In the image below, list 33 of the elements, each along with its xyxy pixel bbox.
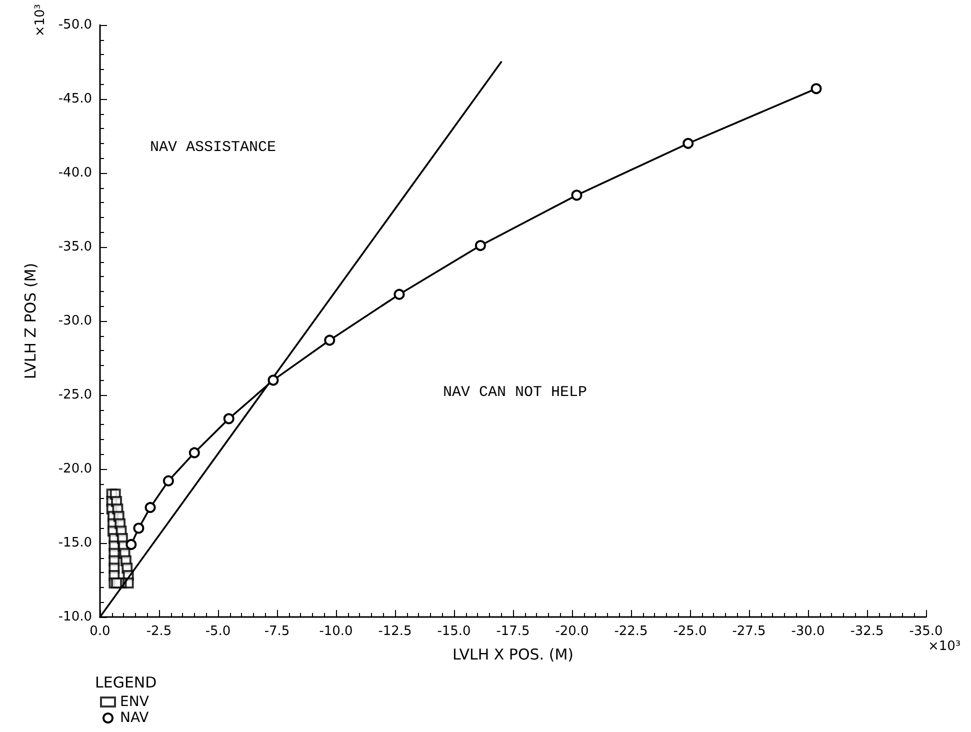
text: ×10³ (928, 639, 961, 654)
x-tick-label: -10.0 (319, 624, 353, 639)
y-tick-label: -50.0 (58, 18, 92, 32)
x-tick-label: -17.5 (496, 624, 530, 639)
x-tick-label: -35.0 (909, 624, 943, 639)
x-tick-label: -15.0 (437, 624, 471, 639)
y-tick-label: -30.0 (58, 314, 92, 328)
x-tick-label: -12.5 (378, 624, 412, 639)
x-axis-title: LVLH X POS. (M) (452, 646, 574, 664)
x-tick-label: -20.0 (555, 624, 589, 639)
x-tick-label: -30.0 (791, 624, 825, 639)
x-tick-label: 0.0 (90, 624, 110, 639)
y-tick-label: -20.0 (58, 462, 92, 476)
legend-label: NAV (120, 710, 150, 726)
y-tick-label: -45.0 (58, 92, 92, 106)
annotation: NAV ASSISTANCE (150, 139, 276, 156)
x-tick-label: -22.5 (614, 624, 648, 639)
x-tick-label: -32.5 (850, 624, 884, 639)
x-tick-label: -25.0 (673, 624, 707, 639)
x-tick-label: -27.5 (732, 624, 766, 639)
x-tick-label: -2.5 (146, 624, 172, 639)
legend-title: LEGEND (95, 674, 157, 692)
annotation: NAV CAN NOT HELP (443, 384, 588, 401)
y-tick-label: -10.0 (58, 610, 92, 624)
y-tick-label: -35.0 (58, 240, 92, 254)
y-tick-label: -25.0 (58, 388, 92, 402)
x-tick-label: -7.5 (264, 624, 290, 639)
legend-label: ENV (120, 694, 150, 710)
y-axis-title: LVLH Z POS (M) (22, 262, 40, 380)
text: ×10³ (33, 4, 48, 37)
y-tick-label: -15.0 (58, 536, 92, 550)
x-tick-label: -5.0 (205, 624, 231, 639)
y-tick-label: -40.0 (58, 166, 92, 180)
